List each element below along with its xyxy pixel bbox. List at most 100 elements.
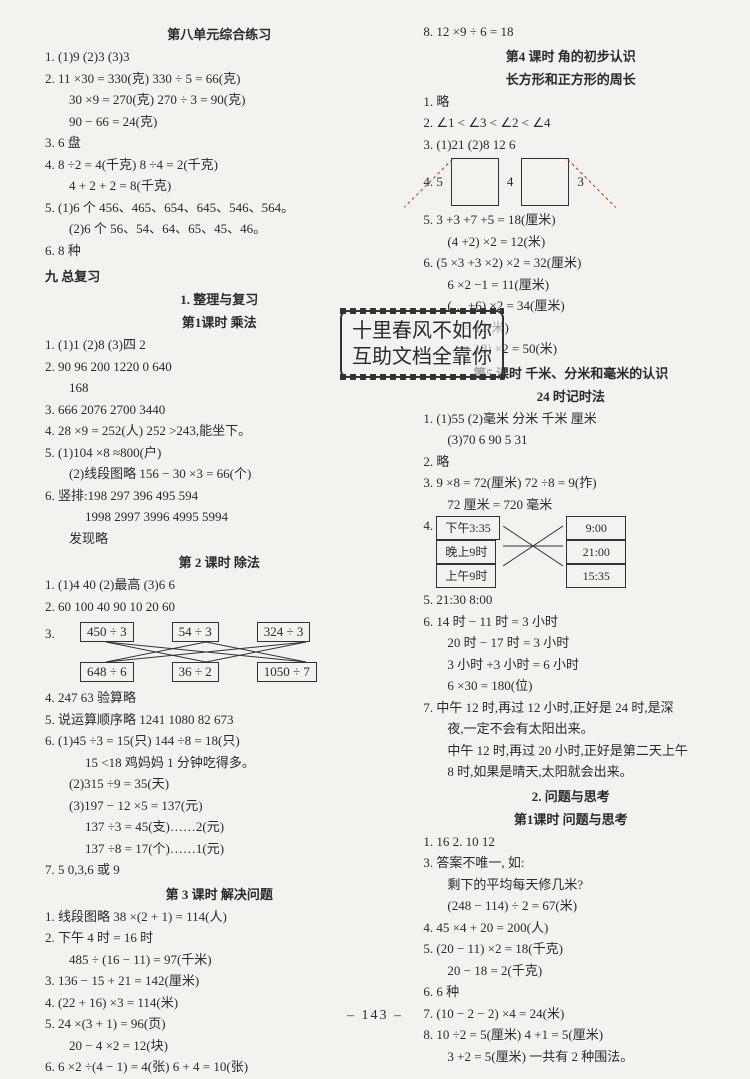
watermark-line2: 互助文档全靠你 xyxy=(352,344,492,370)
text-line: 1. (1)4 40 (2)最高 (3)6 6 xyxy=(45,575,393,595)
text-line: 3. 答案不唯一, 如: xyxy=(423,853,718,873)
calc-box: 36 ÷ 2 xyxy=(172,662,219,682)
watermark-stamp: 十里春风不如你 互助文档全靠你 xyxy=(340,310,504,378)
square-diagram-row: 4. 5 4 3 xyxy=(423,158,718,206)
division-network: 3. 450 ÷ 3 54 ÷ 3 324 ÷ 3 648 ÷ 6 xyxy=(45,622,393,682)
period4-title: 第4 课时 角的初步认识 xyxy=(423,46,718,65)
match-left-table: 下午3:35 晚上9时 上午9时 xyxy=(436,516,499,588)
text-line: 3. 6 盘 xyxy=(45,133,393,153)
text-line: 8. 12 ×9 ÷ 6 = 18 xyxy=(423,22,718,42)
text-line: 5. 3 +3 +7 +5 = 18(厘米) xyxy=(423,210,718,230)
period4-sub: 长方形和正方形的周长 xyxy=(423,69,718,88)
text-line: 3. xyxy=(45,624,55,644)
text-line: 7. 5 0,3,6 或 9 xyxy=(45,860,393,880)
text-line: 2. ∠1 < ∠3 < ∠2 < ∠4 xyxy=(423,113,718,133)
right-column: 8. 12 ×9 ÷ 6 = 18 第4 课时 角的初步认识 长方形和正方形的周… xyxy=(423,20,718,1079)
qs-sub: 第1课时 问题与思考 xyxy=(423,809,718,828)
text-line: 4. 28 ×9 = 252(人) 252 >243,能坐下。 xyxy=(45,421,393,441)
text-line: 5. (1)6 个 456、465、654、645、546、564。 xyxy=(45,198,393,218)
match-cell: 晚上9时 xyxy=(436,540,496,564)
text-line: 1. 16 2. 10 12 xyxy=(423,832,718,852)
text-line: 168 xyxy=(45,378,393,398)
text-line: 剩下的平均每天修几米? xyxy=(423,875,718,895)
text-line: 2. 下午 4 时 = 16 时 xyxy=(45,928,393,948)
text-line: (4 +2) ×2 = 12(米) xyxy=(423,232,718,252)
text-line: 8. 10 ÷2 = 5(厘米) 4 +1 = 5(厘米) xyxy=(423,1025,718,1045)
text-line: 发现略 xyxy=(45,529,393,549)
left-column: 第八单元综合练习 1. (1)9 (2)3 (3)3 2. 11 ×30 = 3… xyxy=(45,20,393,1079)
text-line: 7. 中午 12 时,再过 12 小时,正好是 24 时,是深 xyxy=(423,698,718,718)
text-line: 5. (1)104 ×8 ≈800(户) xyxy=(45,443,393,463)
qs-title: 2. 问题与思考 xyxy=(423,786,718,805)
unit8-title: 第八单元综合练习 xyxy=(45,24,393,43)
text-line: 中午 12 时,再过 20 小时,正好是第二天上午 xyxy=(423,741,718,761)
match-cell: 上午9时 xyxy=(436,564,496,588)
square-diagonal-icon xyxy=(521,158,569,206)
text-line: 2. 60 100 40 90 10 20 60 xyxy=(45,597,393,617)
calc-box: 54 ÷ 3 xyxy=(172,622,219,642)
text-line: 6 ×2 −1 = 11(厘米) xyxy=(423,275,718,295)
text-line: 3. 136 − 15 + 21 = 142(厘米) xyxy=(45,971,393,991)
text-line: (248 − 114) ÷ 2 = 67(米) xyxy=(423,896,718,916)
text-line: 6. 竖排:198 297 396 495 594 xyxy=(45,486,393,506)
match-cell: 下午3:35 xyxy=(436,516,499,540)
text-line: 1998 2997 3996 4995 5994 xyxy=(45,507,393,527)
text-line: 1. (1)55 (2)毫米 分米 千米 厘米 xyxy=(423,409,718,429)
text-line: 6 ×30 = 180(位) xyxy=(423,676,718,696)
text-line: 30 ×9 = 270(克) 270 ÷ 3 = 90(克) xyxy=(45,90,393,110)
text-line: (3)197 − 12 ×5 = 137(元) xyxy=(45,796,393,816)
period3-title: 第 3 课时 解决问题 xyxy=(45,884,393,903)
text-line: 4 + 2 + 2 = 8(千克) xyxy=(45,176,393,196)
text-line: 1. 略 xyxy=(423,92,718,112)
text-line: 6. (1)45 ÷3 = 15(只) 144 ÷8 = 18(只) xyxy=(45,731,393,751)
text-line: 6. 6 种 xyxy=(423,982,718,1002)
text-line: 2. 略 xyxy=(423,452,718,472)
match-right-table: 9:00 21:00 15:35 xyxy=(566,516,626,588)
text-line: 3 小时 +3 小时 = 6 小时 xyxy=(423,655,718,675)
text-line: (3)70 6 90 5 31 xyxy=(423,430,718,450)
period5-sub: 24 时记时法 xyxy=(423,386,718,405)
text-line: 6. (5 ×3 +3 ×2) ×2 = 32(厘米) xyxy=(423,253,718,273)
text-line: 3 xyxy=(577,174,584,190)
text-line: 8 时,如果是晴天,太阳就会出来。 xyxy=(423,762,718,782)
watermark-line1: 十里春风不如你 xyxy=(352,318,492,344)
text-line: 3. 666 2076 2700 3440 xyxy=(45,400,393,420)
text-line: (2)315 ÷9 = 35(天) xyxy=(45,774,393,794)
text-line: 20 − 4 ×2 = 12(块) xyxy=(45,1036,393,1056)
text-line: 1. 线段图略 38 ×(2 + 1) = 114(人) xyxy=(45,907,393,927)
text-line: (2)6 个 56、54、64、65、45、46。 xyxy=(45,219,393,239)
text-line: 夜,一定不会有太阳出来。 xyxy=(423,719,718,739)
text-line: 5. 21:30 8:00 xyxy=(423,590,718,610)
text-line: 4. 247 63 验算略 xyxy=(45,688,393,708)
text-line: 3. 9 ×8 = 72(厘米) 72 ÷8 = 9(拃) xyxy=(423,473,718,493)
text-line: 4 xyxy=(507,174,514,190)
connector-lines-icon xyxy=(76,642,356,662)
match-cell: 21:00 xyxy=(566,540,626,564)
page-columns: 第八单元综合练习 1. (1)9 (2)3 (3)3 2. 11 ×30 = 3… xyxy=(45,20,715,1079)
calc-box: 450 ÷ 3 xyxy=(80,622,134,642)
text-line: 4. xyxy=(423,518,433,533)
text-line: 2. 11 ×30 = 330(克) 330 ÷ 5 = 66(克) xyxy=(45,69,393,89)
text-line: 5. 说运算顺序略 1241 1080 82 673 xyxy=(45,710,393,730)
text-line: 3. (1)21 (2)8 12 6 xyxy=(423,135,718,155)
text-line: 6. 6 ×2 ÷(4 − 1) = 4(张) 6 + 4 = 10(张) xyxy=(45,1057,393,1077)
match-lines-icon xyxy=(503,516,563,576)
text-line: 137 ÷3 = 45(支)……2(元) xyxy=(45,817,393,837)
section9-title: 九 总复习 xyxy=(45,266,393,285)
text-line: 4. 8 ÷2 = 4(千克) 8 ÷4 = 2(千克) xyxy=(45,155,393,175)
text-line: 1. (1)9 (2)3 (3)3 xyxy=(45,47,393,67)
square-diagonal-icon xyxy=(451,158,499,206)
period2-title: 第 2 课时 除法 xyxy=(45,552,393,571)
text-line: 485 ÷ (16 − 11) = 97(千米) xyxy=(45,950,393,970)
text-line: 90 − 66 = 24(克) xyxy=(45,112,393,132)
text-line: 3 +2 = 5(厘米) 一共有 2 种围法。 xyxy=(423,1047,718,1067)
text-line: 137 ÷8 = 17(个)……1(元) xyxy=(45,839,393,859)
text-line: 6. 14 时 − 11 时 = 3 小时 xyxy=(423,612,718,632)
match-cell: 15:35 xyxy=(566,564,626,588)
text-line: 15 <18 鸡妈妈 1 分钟吃得多。 xyxy=(45,753,393,773)
text-line: 20 − 18 = 2(千克) xyxy=(423,961,718,981)
section9-sub: 1. 整理与复习 xyxy=(45,289,393,308)
calc-box: 648 ÷ 6 xyxy=(80,662,134,682)
text-line: 5. (20 − 11) ×2 = 18(千克) xyxy=(423,939,718,959)
text-line: (2)线段图略 156 − 30 ×3 = 66(个) xyxy=(45,464,393,484)
